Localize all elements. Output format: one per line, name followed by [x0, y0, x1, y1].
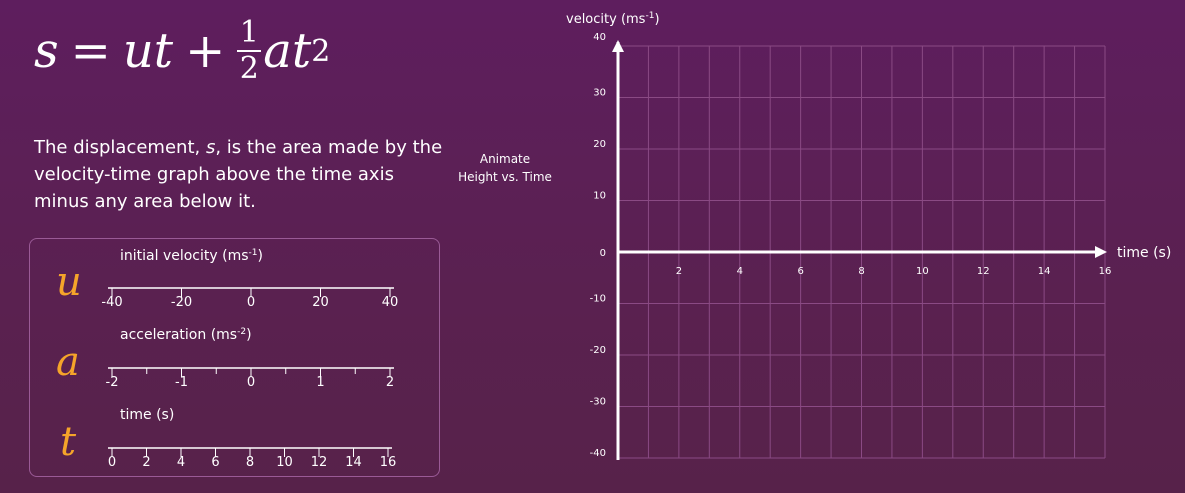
slider-u[interactable]: -40 -20 0 20 40	[90, 280, 410, 316]
slider-tick-label: 0	[247, 295, 255, 310]
formula-plus: +	[185, 23, 226, 79]
y-tick-label: 20	[593, 139, 606, 150]
slider-a[interactable]: -2 -1 0 1 2	[90, 360, 410, 396]
x-tick-label: 12	[977, 266, 990, 277]
formula-ut: ut	[122, 23, 174, 79]
x-tick-label: 16	[1099, 266, 1112, 277]
slider-panel	[29, 238, 440, 477]
slider-a-title-end: )	[246, 327, 252, 343]
slider-u-title-end: )	[257, 248, 263, 264]
slider-tick-label: 1	[316, 375, 324, 390]
y-tick-label: 0	[600, 248, 606, 259]
slider-tick-label: 0	[108, 455, 116, 470]
y-axis-title-text: velocity (ms	[566, 12, 646, 27]
slider-u-title-sup: -1	[248, 248, 258, 258]
description-var: s	[205, 137, 216, 158]
slider-a-title-sup: -2	[237, 327, 247, 337]
x-axis-title: time (s)	[1117, 245, 1172, 261]
y-tick-label: -30	[590, 397, 606, 408]
slider-u-title-text: initial velocity (ms	[120, 248, 249, 264]
slider-tick-label: 8	[246, 455, 254, 470]
formula-square: 2	[311, 33, 331, 69]
formula-fraction: 1 2	[237, 15, 262, 86]
slider-u-title: initial velocity (ms-1)	[120, 248, 263, 264]
animate-line2: Height vs. Time	[458, 170, 552, 184]
description-part2: , is the area made by the velocity-time …	[34, 137, 443, 212]
slider-tick-label: 4	[177, 455, 185, 470]
fraction-numerator: 1	[239, 15, 259, 50]
y-axis-title: velocity (ms-1)	[566, 11, 660, 27]
x-tick-label: 8	[858, 266, 864, 277]
y-tick-label: 30	[593, 88, 606, 99]
slider-tick-label: 20	[312, 295, 329, 310]
slider-tick-label: 2	[386, 375, 394, 390]
slider-u-var: u	[56, 259, 82, 305]
slider-t-title-text: time (s)	[120, 407, 175, 423]
y-axis-title-end: )	[654, 12, 660, 27]
slider-t-var: t	[60, 419, 77, 465]
x-tick-label: 10	[916, 266, 929, 277]
slider-t[interactable]: 0 2 4 6 8 10 12 14 16	[90, 440, 410, 476]
slider-tick-label: 40	[382, 295, 399, 310]
slider-a-title: acceleration (ms-2)	[120, 327, 252, 343]
slider-a-var: a	[56, 339, 80, 385]
x-axis-arrow	[1095, 246, 1107, 258]
animate-line1: Animate	[479, 152, 531, 166]
slider-tick-label: 16	[380, 455, 397, 470]
velocity-time-graph[interactable]: 40 30 20 10 0 -10 -20 -30 -40 2 4 6 8 10 12 14 16	[570, 30, 1130, 480]
slider-tick-label: 14	[345, 455, 362, 470]
slider-tick-label: -2	[106, 375, 119, 390]
x-tick-label: 2	[676, 266, 682, 277]
y-tick-label: -20	[590, 345, 606, 356]
slider-tick-label: 2	[142, 455, 150, 470]
slider-a-title-text: acceleration (ms	[120, 327, 238, 343]
slider-tick-label: -40	[101, 295, 122, 310]
x-tick-label: 6	[797, 266, 803, 277]
fraction-bar	[237, 50, 262, 52]
fraction-denominator: 2	[239, 51, 259, 86]
y-tick-label: 40	[593, 32, 606, 43]
y-tick-label: -10	[590, 294, 606, 305]
x-tick-label: 4	[737, 266, 743, 277]
equation-of-motion: s = ut + 1 2 at 2	[34, 18, 330, 84]
slider-t-title: time (s)	[120, 407, 174, 423]
formula-s: s	[34, 23, 59, 79]
slider-tick-label: 12	[311, 455, 328, 470]
animate-height-vs-time-button[interactable]: Animate Height vs. Time	[453, 150, 557, 186]
y-tick-label: 10	[593, 191, 606, 202]
displacement-description: The displacement, s, is the area made by…	[34, 134, 454, 215]
description-part1: The displacement,	[34, 137, 206, 158]
slider-tick-label: 6	[211, 455, 219, 470]
slider-tick-label: -20	[171, 295, 192, 310]
slider-tick-label: 0	[247, 375, 255, 390]
y-tick-label: -40	[590, 448, 606, 459]
formula-at: at	[263, 23, 312, 79]
formula-equals: =	[70, 23, 111, 79]
x-tick-label: 14	[1038, 266, 1051, 277]
y-axis-arrow	[612, 40, 624, 52]
slider-tick-label: -1	[175, 375, 188, 390]
y-axis-title-sup: -1	[645, 11, 655, 21]
slider-tick-label: 10	[276, 455, 293, 470]
